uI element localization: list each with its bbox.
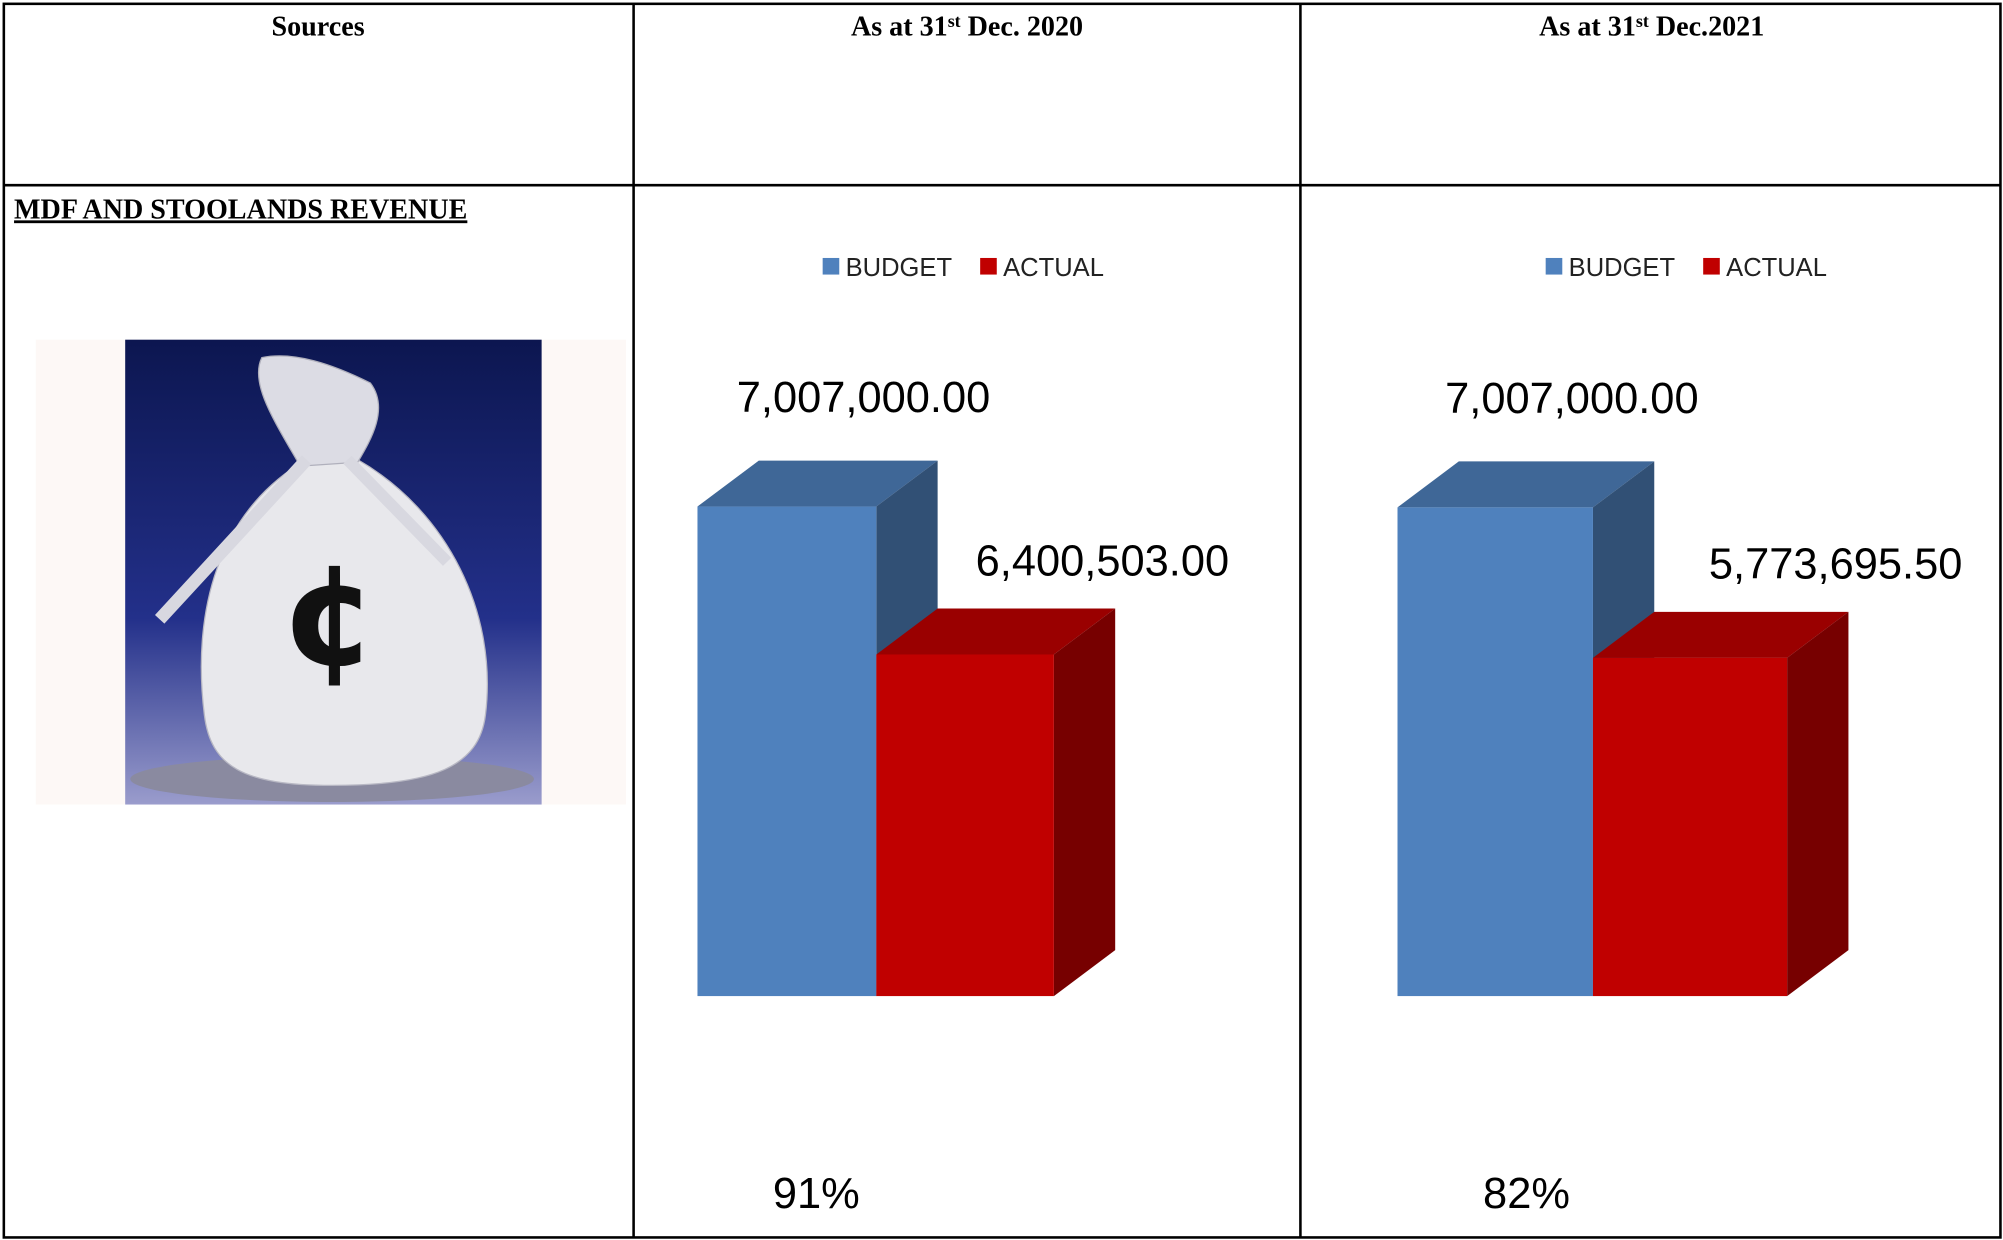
header-superscript: st [948, 11, 961, 31]
header-cell: As at 31st Dec.2021 [1539, 11, 1764, 43]
bar-top [876, 608, 1116, 655]
bar [1592, 657, 1788, 997]
svg-text:¢: ¢ [281, 535, 379, 698]
value-label: 5,773,695.50 [1709, 541, 1962, 589]
bar [1397, 507, 1593, 997]
legend-swatch [980, 257, 997, 275]
header-text: Dec.2021 [1649, 12, 1764, 43]
header-text: Dec. 2020 [961, 12, 1083, 43]
header-superscript: st [1636, 11, 1649, 31]
header-text: As at 31 [1539, 12, 1636, 43]
legend-label: BUDGET [846, 254, 953, 282]
value-label: 7,007,000.00 [1445, 375, 1698, 423]
row-label: MDF AND STOOLANDS REVENUE [14, 194, 467, 225]
header-cell: As at 31st Dec. 2020 [851, 11, 1083, 43]
bar [876, 654, 1054, 997]
chart: BUDGET ACTUAL 7,007,000.00 5,773,695.50 82% [1397, 254, 1962, 1218]
money-bag-image: ¢ [35, 339, 626, 805]
legend-label: BUDGET [1569, 254, 1676, 282]
header-text: As at 31 [851, 12, 948, 43]
legend-swatch [822, 257, 840, 275]
legend-swatch [1703, 257, 1720, 275]
bar-side [1787, 611, 1849, 997]
legend-label: ACTUAL [1003, 254, 1104, 282]
bar-top [1592, 611, 1849, 658]
annotation: 91% [773, 1170, 860, 1218]
bar-top [1397, 461, 1655, 508]
header-cell: Sources [272, 12, 365, 43]
annotation: 82% [1483, 1170, 1570, 1218]
chart: BUDGET ACTUAL 7,007,000.00 6,400,503.00 91% [697, 254, 1229, 1218]
legend-swatch [1545, 257, 1563, 275]
value-label: 6,400,503.00 [976, 537, 1229, 585]
bar-side [1053, 608, 1116, 997]
value-label: 7,007,000.00 [737, 374, 990, 422]
legend-label: ACTUAL [1726, 254, 1827, 282]
bar [697, 506, 877, 997]
bar-top [697, 460, 938, 507]
